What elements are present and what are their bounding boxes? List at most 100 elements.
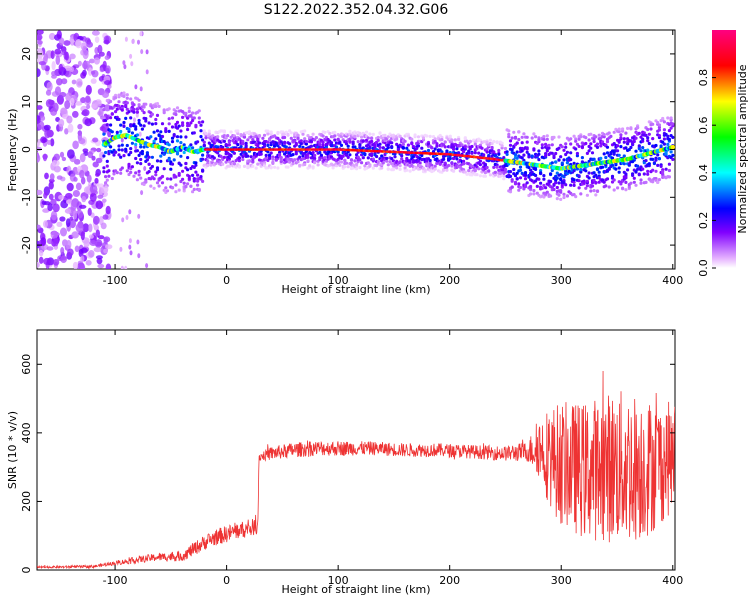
heatmap-cell [349,158,354,162]
heatmap-cell [154,137,158,141]
heatmap-cell [355,162,359,166]
heatmap-cell [80,255,85,263]
heatmap-cell [88,250,95,258]
heatmap-cell [293,158,297,162]
heatmap-cell [135,133,139,137]
heatmap-cell [636,164,640,168]
heatmap-cell [155,166,160,170]
heatmap-cell [69,66,75,73]
heatmap-cell [117,100,121,104]
heatmap-cell [537,152,541,156]
heatmap-cell [366,143,370,147]
heatmap-cell [303,137,307,141]
heatmap-cell [594,135,598,139]
heatmap-cell [170,136,175,140]
heatmap-cell [172,158,176,162]
heatmap-cell [572,134,576,138]
heatmap-cell [355,153,359,157]
heatmap-cell [646,148,650,152]
heatmap-cell [130,131,134,135]
heatmap-cell [137,39,140,45]
heatmap-cell [554,151,558,156]
heatmap-cell [478,174,482,178]
heatmap-cell [510,136,514,140]
heatmap-cell [182,181,186,185]
heatmap-cell [159,154,163,158]
heatmap-cell [311,165,315,169]
heatmap-cell [639,181,643,185]
heatmap-cell [42,153,48,162]
heatmap-cell [522,153,526,157]
heatmap-cell [416,135,421,139]
heatmap-cell [117,153,121,157]
heatmap-cell [306,159,310,163]
colorbar-tick-label: 0.2 [697,212,710,230]
heatmap-cell [624,188,628,192]
heatmap-cell [139,157,143,162]
heatmap-cell [181,121,185,125]
heatmap-cell [286,132,290,136]
heatmap-cell [612,152,616,156]
heatmap-cell [154,117,158,122]
heatmap-cell [137,173,141,177]
heatmap-cell [622,162,626,166]
heatmap-cell [467,149,471,153]
heatmap-cell [120,137,124,143]
heatmap-cell [503,170,508,174]
heatmap-cell [134,156,138,161]
y-tick-label: 0 [20,567,33,574]
heatmap-cell [206,159,210,163]
heatmap-cell [642,172,646,176]
heatmap-cell [107,169,111,173]
x-tick-label: 300 [551,574,572,587]
heatmap-cell [246,154,250,158]
heatmap-cell [577,174,581,178]
heatmap-cell [525,147,529,151]
heatmap-cell [634,136,638,140]
heatmap-cell [140,49,144,55]
heatmap-cell [507,132,511,137]
heatmap-cell [540,146,544,150]
heatmap-cell [58,119,65,127]
heatmap-cell [515,171,519,175]
heatmap-cell [470,144,474,149]
heatmap-cell [505,152,509,156]
heatmap-cell [612,130,616,134]
heatmap-cell [323,156,327,160]
heatmap-cell [529,192,533,196]
heatmap-cell [666,134,670,138]
heatmap-cell [201,153,205,157]
heatmap-cell [145,69,149,75]
heatmap-cell [69,216,74,221]
heatmap-cell [179,141,183,145]
heatmap-cell [629,127,633,131]
heatmap-cell [480,146,484,150]
heatmap-cell [622,140,626,144]
heatmap-cell [125,107,129,111]
heatmap-cell [38,249,44,257]
heatmap-cell [55,55,61,66]
heatmap-cell [555,185,559,190]
heatmap-cell [150,155,154,159]
heatmap-cell [194,125,198,129]
heatmap-cell [251,164,255,168]
heatmap-cell [164,128,168,133]
heatmap-cell [150,164,154,169]
snr-frame [36,329,676,571]
heatmap-cell [88,58,95,64]
heatmap-cell [266,143,270,147]
heatmap-cell [107,174,111,178]
heatmap-cell [564,142,568,146]
heatmap-cell [257,141,262,145]
heatmap-cell [622,137,626,141]
heatmap-cell [115,171,119,175]
heatmap-cell [629,145,633,150]
heatmap-cell [145,158,149,162]
heatmap-cell [139,123,143,127]
heatmap-cell [175,152,180,156]
heatmap-cell [69,53,76,60]
heatmap-cell [602,133,606,137]
heatmap-cell [114,93,118,97]
heatmap-cell [323,130,327,134]
heatmap-cell [503,146,508,151]
